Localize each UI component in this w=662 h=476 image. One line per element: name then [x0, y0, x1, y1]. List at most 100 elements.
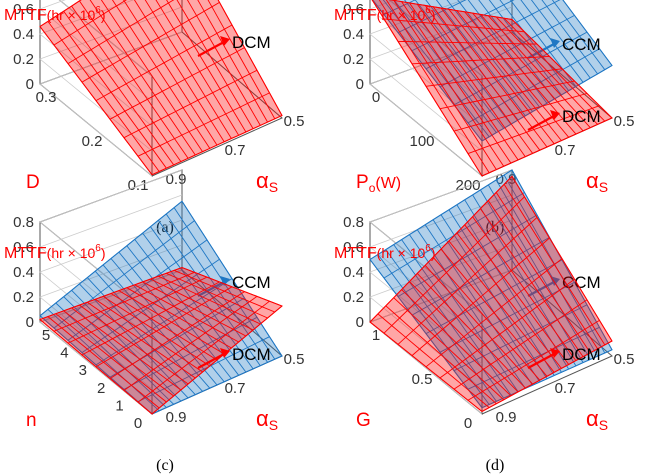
y-tick-labels: 0.9 0.7 0.5: [496, 351, 635, 426]
mesh-line: [453, 299, 588, 390]
z-axis-close: ): [431, 245, 436, 261]
z-gridline: [39, 0, 153, 102]
mesh-line: [425, 68, 563, 87]
z-axis-exp: 6: [425, 243, 431, 254]
y-axis-label: αS: [586, 406, 608, 433]
z-tick-label: 0.4: [343, 264, 364, 281]
z-gridline: [369, 219, 513, 365]
y-tick-label: 0.9: [166, 171, 187, 188]
mesh-line: [481, 65, 613, 142]
z-tick-labels: 00.20.40.60.8: [343, 1, 364, 93]
mesh-line: [453, 31, 588, 106]
y-tick-labels: 0.9 0.7 0.5: [166, 351, 305, 426]
mesh-line: [67, 239, 208, 341]
x-tick-labels: 10.50: [372, 327, 472, 432]
mesh-line: [411, 237, 550, 316]
mesh-line: [109, 291, 245, 379]
x-axis-sub: o: [369, 181, 376, 195]
z-axis-exp: 6: [95, 243, 101, 254]
x-axis-label: D: [26, 172, 40, 193]
series-label-dcm: DCM: [197, 33, 271, 57]
x-tick-label: 0.5: [412, 371, 433, 388]
z-axis-label: MTTF(hr × 106): [334, 5, 436, 24]
mesh-line: [383, 0, 417, 16]
x-axis-label: n: [26, 410, 37, 431]
x-tick-label: 5: [42, 327, 50, 344]
series-label-dcm: DCM: [527, 107, 601, 131]
y-tick-label: 0.7: [225, 142, 246, 159]
z-tick-label: 0: [356, 314, 364, 331]
mesh-line: [123, 69, 258, 139]
z-gridline: [388, 0, 483, 77]
mesh-line: [81, 281, 220, 356]
z-gridline: [369, 0, 483, 102]
z-tick-label: 0: [26, 314, 34, 331]
y-axis-label: αS: [586, 168, 608, 195]
mesh-line: [95, 24, 233, 101]
y-tick-labels: 0.9 0.7 0.5: [496, 113, 635, 188]
surface-ccm: [372, 0, 613, 142]
label-arrow: [527, 281, 555, 297]
mesh-line: [109, 47, 245, 120]
mesh-line: [397, 0, 467, 34]
arrow-head-icon: [550, 348, 560, 358]
y-axis-sub: S: [599, 417, 608, 433]
mesh-line: [467, 320, 600, 401]
x-tick-label: 0.3: [36, 89, 57, 106]
z-tick-label: 0.6: [13, 1, 34, 18]
surface-dcm-patch: [39, 0, 283, 176]
mesh-line: [67, 0, 175, 64]
z-axis-exp: 6: [95, 5, 101, 16]
z-tick-labels: 00.20.40.60.8: [13, 214, 34, 331]
x-axis-label: Po(W): [356, 172, 401, 195]
mesh-line: [397, 217, 538, 345]
y-axis-sub: S: [269, 179, 278, 195]
mesh-line: [467, 48, 600, 124]
z-tick-label: 0.2: [13, 289, 34, 306]
mesh-line: [137, 92, 270, 157]
x-axis-unit: (W): [375, 175, 401, 192]
x-tick-labels: 0 100 200: [372, 89, 481, 194]
y-tick-label: 0.9: [496, 409, 517, 426]
mesh-line: [123, 296, 258, 391]
panel-caption: (d): [486, 457, 505, 474]
y-tick-label: 0.9: [496, 171, 517, 188]
mesh-line: [151, 305, 283, 415]
z-axis-name: MTTF: [4, 245, 47, 262]
z-tick-label: 0.8: [343, 214, 364, 231]
arrow-head-icon: [550, 38, 560, 48]
surface-ccm: [369, 169, 613, 409]
z-gridline: [369, 0, 483, 127]
series-name: DCM: [562, 107, 601, 126]
series-name: CCM: [562, 273, 601, 292]
z-tick-label: 0.2: [13, 51, 34, 68]
mesh-line: [511, 169, 613, 351]
x-tick-label: 0: [464, 415, 472, 432]
series-name: DCM: [562, 345, 601, 364]
z-tick-label: 0.6: [343, 1, 364, 18]
mesh-line: [411, 237, 550, 356]
y-tick-label: 0.7: [225, 380, 246, 397]
mesh-line: [397, 40, 538, 45]
surface-dcm: [371, 0, 613, 177]
y-axis-name: α: [586, 168, 599, 193]
x-tick-label: 2: [97, 380, 105, 397]
mesh-line: [439, 15, 575, 88]
series-label-dcm: DCM: [197, 345, 271, 369]
mesh-line: [137, 336, 270, 403]
z-gridline: [369, 169, 513, 315]
z-axis-label: MTTF(hr × 106): [4, 243, 106, 262]
mesh-line: [453, 304, 588, 372]
mesh-line: [481, 349, 613, 409]
z-tick-labels: 00.20.40.60.8: [13, 1, 34, 93]
mesh-line: [67, 276, 208, 344]
surface-dcm: [369, 175, 613, 413]
mesh-line: [562, 0, 613, 66]
series-name: CCM: [562, 35, 601, 54]
label-arrow: [197, 281, 225, 297]
z-axis-name: MTTF: [334, 7, 377, 24]
mesh-line: [467, 326, 600, 390]
